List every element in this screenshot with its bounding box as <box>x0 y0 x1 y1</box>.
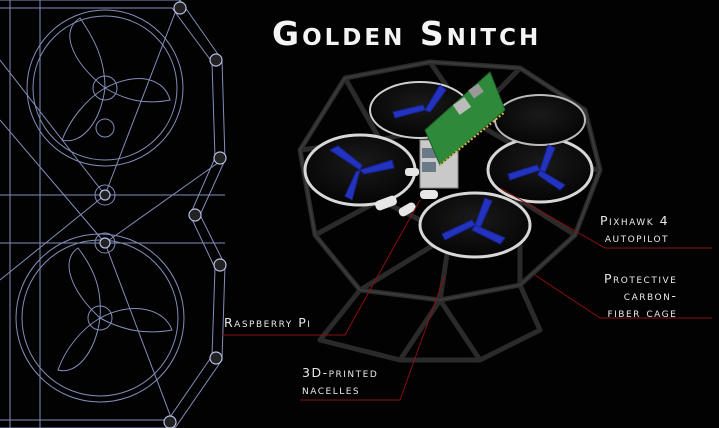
callout-nacelles-line1: 3D-printed <box>302 365 379 380</box>
printed-nacelles <box>375 168 438 217</box>
raspberry-leader <box>222 199 421 336</box>
callout-nacelles-line2: nacelles <box>302 382 361 397</box>
propellers <box>329 84 566 245</box>
callout-cage-line2: carbon- <box>623 288 678 303</box>
callout-cage-line1: Protective <box>604 271 678 286</box>
callout-raspberry-line1: Raspberry Pi <box>224 315 312 330</box>
pixhawk-board <box>424 71 506 166</box>
callout-raspberry: Raspberry Pi <box>224 314 311 331</box>
callout-cage: Protective carbon- fiber cage <box>604 270 677 321</box>
cage-leader <box>534 274 712 319</box>
callout-pixhawk: Pixhawk 4 autopilot <box>600 212 669 246</box>
blueprint-schematic <box>0 0 227 428</box>
page-title: Golden Snitch <box>272 14 542 53</box>
callout-pixhawk-line2: autopilot <box>604 230 670 245</box>
callout-pixhawk-line1: Pixhawk 4 <box>600 213 670 228</box>
nacelles-leader <box>300 274 446 401</box>
callout-cage-line3: fiber cage <box>607 305 678 320</box>
pixhawk-leader <box>499 187 712 249</box>
callout-nacelles: 3D-printed nacelles <box>302 364 378 398</box>
